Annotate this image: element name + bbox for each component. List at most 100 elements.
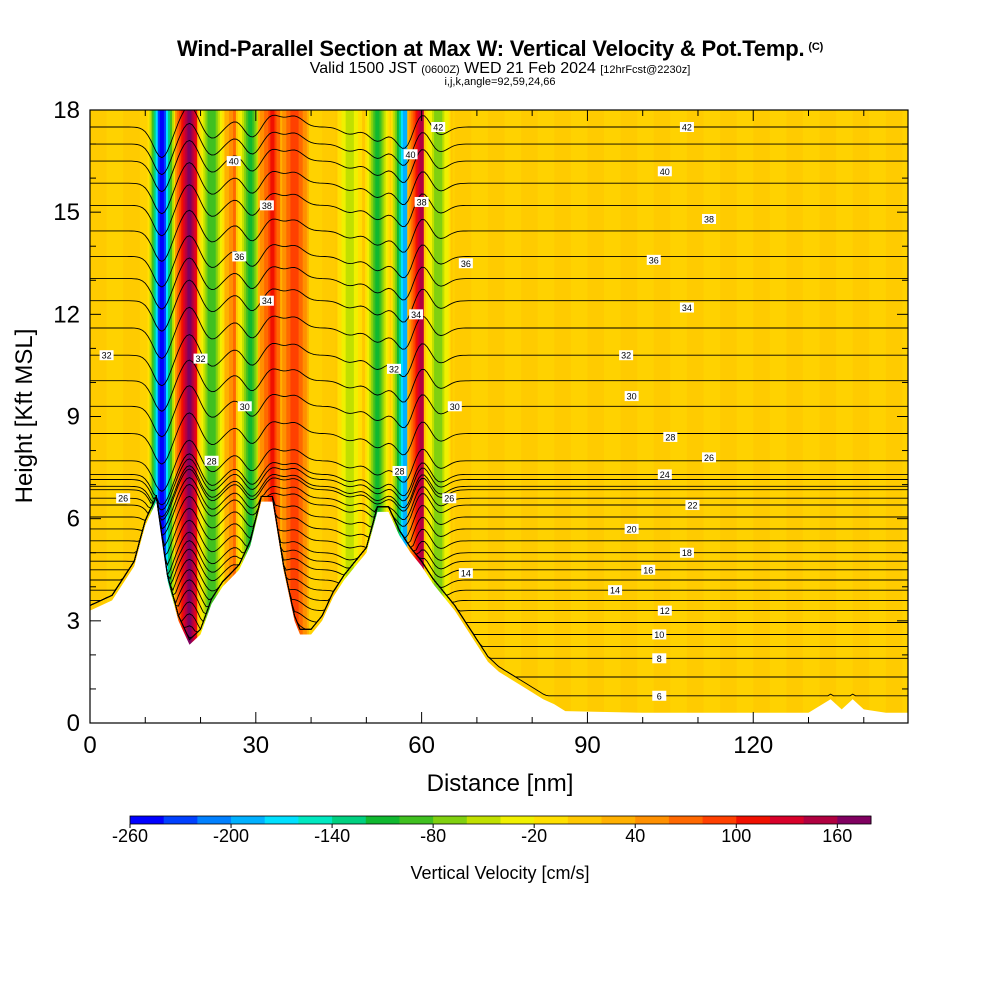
theta-contour-line-minor (90, 494, 908, 567)
grid-indices: i,j,k,angle=92,59,24,66 (0, 76, 1000, 88)
theta-label-text: 36 (649, 255, 659, 265)
theta-label-bg (237, 401, 252, 412)
background-variation (753, 110, 770, 723)
theta-contour-line (90, 494, 908, 557)
theta-label: 32 (619, 350, 634, 361)
velocity-band-shade (402, 110, 408, 723)
theta-contour-line (90, 494, 908, 587)
theta-label-bg (403, 149, 418, 160)
background-variation (587, 110, 605, 723)
theta-label-text: 34 (411, 310, 421, 320)
theta-label-text: 14 (610, 586, 620, 596)
colorbar-swatch (534, 816, 569, 824)
valid-date: WED 21 Feb 2024 (464, 60, 596, 77)
background-variation (554, 110, 571, 723)
velocity-band-shade (270, 110, 275, 723)
theta-contour-line (90, 334, 908, 387)
theta-contour-line (90, 477, 908, 530)
y-tick-label: 12 (53, 301, 80, 328)
theta-label-bg (193, 353, 208, 364)
theta-label: 34 (679, 302, 694, 313)
colorbar-swatch (702, 816, 737, 824)
theta-contour-line-minor (90, 465, 908, 518)
colorbar-swatch (231, 816, 266, 824)
colorbar (129, 815, 872, 828)
theta-label-bg (619, 350, 634, 361)
velocity-band-shade (187, 110, 192, 723)
theta-label-text: 38 (704, 214, 714, 224)
theta-label: 28 (204, 455, 219, 466)
theta-contour-line (90, 483, 908, 537)
colorbar-swatch (399, 816, 434, 824)
colorbar-tick-label: -200 (213, 826, 250, 846)
x-tick-label: 0 (83, 732, 96, 759)
theta-label: 34 (409, 309, 424, 320)
velocity-band-shade (436, 110, 441, 723)
theta-label-text: 28 (665, 432, 675, 442)
theta-label-bg (442, 493, 457, 504)
theta-contour-line-minor (90, 122, 908, 176)
theta-label-bg (641, 564, 656, 575)
theta-label: 40 (657, 166, 672, 177)
theta-label: 34 (259, 295, 274, 306)
theta-label-bg (409, 309, 424, 320)
colorbar-swatch (769, 816, 805, 824)
chart-title: Wind-Parallel Section at Max W: Vertical… (0, 36, 1000, 62)
theta-label-text: 32 (102, 351, 112, 361)
theta-label-bg (679, 302, 694, 313)
theta-contour-line-minor (90, 458, 908, 511)
theta-label: 36 (232, 251, 247, 262)
theta-label-text: 40 (406, 150, 416, 160)
colorbar-swatch (466, 816, 501, 824)
theta-label: 38 (259, 200, 274, 211)
background-variation (819, 110, 837, 723)
theta-label: 22 (685, 500, 700, 511)
theta-label: 32 (386, 363, 401, 374)
theta-contour-line (90, 439, 908, 492)
theta-label-bg (646, 254, 661, 265)
y-tick-label: 15 (53, 199, 80, 226)
theta-label: 38 (702, 213, 717, 224)
chart-subtitle: Valid 1500 JST (0600Z) WED 21 Feb 2024 [… (0, 60, 1000, 78)
theta-label-text: 26 (118, 494, 128, 504)
theta-label-text: 20 (627, 524, 637, 534)
theta-label-bg (414, 196, 429, 207)
theta-label-bg (116, 493, 131, 504)
valid-prefix: Valid 1500 JST (309, 60, 417, 77)
colorbar-swatch (635, 816, 670, 824)
theta-label-text: 32 (621, 351, 631, 361)
velocity-band-shade (248, 110, 253, 723)
theta-label: 26 (116, 493, 131, 504)
colorbar-swatch (264, 816, 299, 824)
chart-title-text: Wind-Parallel Section at Max W: Vertical… (176, 36, 805, 61)
theta-label-bg (663, 431, 678, 442)
theta-label-text: 28 (207, 456, 217, 466)
theta-label-bg (652, 653, 667, 664)
theta-label-text: 42 (433, 123, 443, 133)
x-axis-label: Distance [nm] (427, 770, 574, 797)
theta-label-bg (386, 363, 401, 374)
theta-label-text: 18 (682, 548, 692, 558)
theta-contour-line-minor (90, 494, 908, 580)
colorbar-tick-label: 100 (721, 826, 752, 846)
colorbar-title: Vertical Velocity [cm/s] (410, 863, 590, 883)
theta-label-bg (608, 585, 623, 596)
theta-label-bg (702, 213, 717, 224)
theta-label-text: 38 (262, 201, 272, 211)
theta-label-bg (685, 500, 700, 511)
theta-label-text: 32 (389, 364, 399, 374)
theta-label: 42 (431, 122, 446, 133)
theta-contour-line (90, 235, 908, 288)
theta-contour-line-minor (90, 306, 908, 360)
theta-contours (90, 110, 908, 697)
theta-label-text: 40 (229, 157, 239, 167)
colorbar-tick-label: -20 (521, 826, 548, 846)
copyright-mark: (C) (808, 41, 824, 53)
colorbar-swatch (837, 816, 872, 824)
theta-label-bg (624, 523, 639, 534)
theta-label: 42 (679, 122, 694, 133)
theta-label: 36 (458, 258, 473, 269)
theta-label: 32 (193, 353, 208, 364)
colorbar-swatch (433, 816, 468, 824)
theta-label-text: 12 (660, 606, 670, 616)
